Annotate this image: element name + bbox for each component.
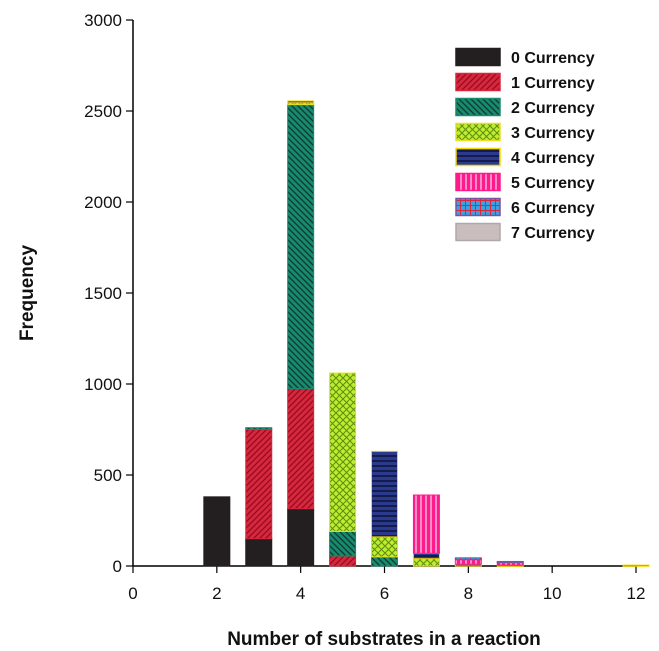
bar-segment (371, 536, 398, 558)
y-tick-label: 1500 (84, 284, 122, 303)
legend-label: 5 Currency (511, 175, 595, 192)
bar-segment (412, 558, 440, 567)
bar-segment (454, 557, 482, 561)
bar-segment (287, 388, 315, 510)
legend-swatch (455, 122, 501, 142)
y-tick-label: 500 (94, 466, 122, 485)
bar-segment (329, 555, 357, 567)
x-tick-label: 2 (212, 584, 221, 603)
bar-segment (412, 494, 440, 554)
legend: 0 Currency 1 Currency 2 Currency 3 Currency… (455, 47, 595, 242)
legend-swatch (455, 72, 501, 92)
bar-segment (245, 427, 273, 430)
x-tick-label: 4 (296, 584, 305, 603)
bars (203, 100, 650, 567)
legend-label: 2 Currency (511, 100, 595, 117)
x-tick-label: 10 (543, 584, 562, 603)
x-axis-title: Number of substrates in a reaction (227, 629, 541, 650)
y-tick-label: 1000 (84, 375, 122, 394)
bar-segment (245, 429, 273, 540)
bar-segment (454, 559, 482, 565)
legend-swatch (455, 222, 501, 242)
bar-segment (329, 530, 357, 557)
bar-segment (412, 552, 440, 560)
y-tick-label: 0 (113, 557, 122, 576)
legend-swatch (455, 47, 501, 67)
legend-label: 0 Currency (511, 50, 595, 67)
x-ticks: 0 2 4 6 8 10 12 (128, 566, 645, 603)
bar-segment (496, 560, 524, 564)
legend-swatch (455, 147, 501, 167)
bar-segment (329, 372, 357, 532)
bar-segment (371, 556, 398, 567)
x-tick-label: 6 (380, 584, 389, 603)
y-tick-label: 2000 (84, 193, 122, 212)
bar-segment (371, 450, 398, 538)
legend-label: 4 Currency (511, 150, 595, 167)
legend-swatch (455, 197, 501, 217)
x-tick-label: 8 (464, 584, 473, 603)
bar-segment (287, 104, 315, 390)
y-axis-title: Frequency (17, 245, 38, 342)
x-tick-label: 0 (128, 584, 137, 603)
bar-segment (287, 508, 315, 567)
legend-swatch (455, 97, 501, 117)
y-tick-label: 2500 (84, 102, 122, 121)
legend-label: 3 Currency (511, 125, 595, 142)
x-tick-label: 12 (627, 584, 646, 603)
bar-segment (287, 100, 315, 104)
y-ticks: 0 500 1000 1500 2000 2500 3000 (84, 11, 133, 576)
legend-label: 6 Currency (511, 200, 595, 217)
bar-segment (622, 564, 650, 567)
legend-swatch (455, 172, 501, 192)
bar-segment (203, 496, 231, 567)
legend-label: 1 Currency (511, 75, 595, 92)
legend-label: 7 Currency (511, 225, 595, 242)
y-tick-label: 3000 (84, 11, 122, 30)
bar-segment (245, 538, 273, 567)
